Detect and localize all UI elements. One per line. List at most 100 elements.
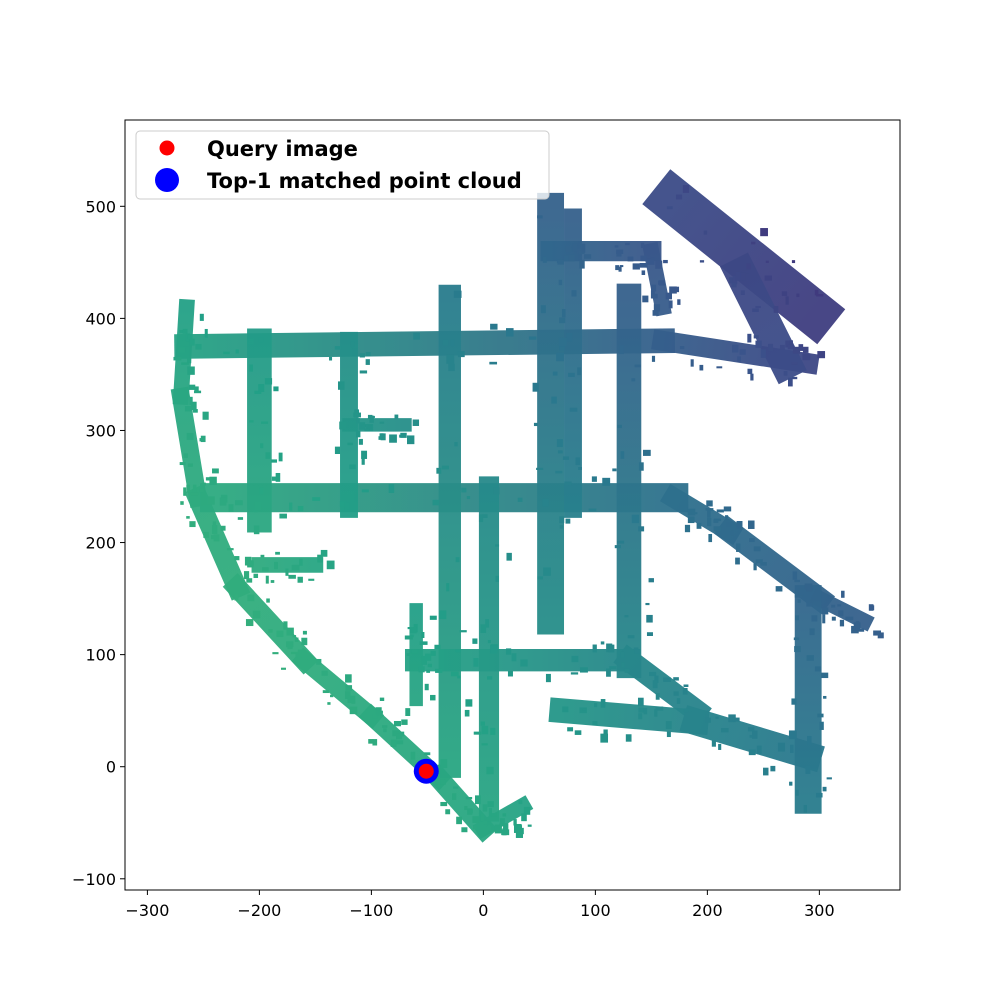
point-cloud-dot — [389, 434, 397, 443]
point-cloud-dot — [638, 462, 644, 471]
point-cloud-dot — [372, 739, 378, 746]
point-cloud-dot — [249, 364, 253, 372]
point-cloud-dot — [558, 337, 567, 347]
point-cloud-dot — [753, 546, 761, 552]
point-cloud-dot — [488, 808, 492, 817]
point-cloud-segment — [613, 644, 712, 727]
point-cloud-dot — [654, 675, 659, 683]
point-cloud-dot — [624, 615, 629, 618]
point-cloud-dot — [372, 714, 378, 719]
point-cloud-dot — [749, 538, 755, 543]
point-cloud-dot — [264, 378, 273, 385]
point-cloud-dot — [625, 242, 630, 246]
point-cloud-dot — [578, 250, 584, 255]
point-cloud-dot — [487, 825, 491, 832]
point-cloud-dot — [543, 567, 551, 576]
point-cloud-dot — [185, 333, 190, 342]
point-cloud-dot — [612, 468, 617, 472]
point-cloud-dot — [822, 614, 826, 624]
point-cloud-dot — [654, 709, 658, 717]
point-cloud-dot — [675, 194, 683, 200]
point-cloud-dot — [567, 254, 575, 262]
point-cloud-dot — [559, 317, 566, 324]
point-cloud-dot — [747, 368, 753, 375]
point-cloud-dot — [270, 459, 277, 463]
point-cloud-dot — [482, 514, 488, 518]
point-cloud-dot — [699, 260, 705, 263]
point-cloud-dot — [199, 438, 205, 442]
point-cloud-dot — [781, 291, 788, 296]
legend-query-marker — [159, 140, 175, 156]
x-axis: −300 −200 −100 0 100 200 300 — [125, 890, 835, 920]
point-cloud-dot — [382, 725, 388, 728]
point-cloud-dot — [455, 649, 461, 653]
point-cloud-dot — [228, 504, 234, 512]
point-cloud-dot — [783, 371, 788, 376]
point-cloud-dot — [265, 575, 269, 584]
point-cloud-dot — [736, 521, 743, 529]
point-cloud-dot — [365, 352, 371, 357]
point-cloud-dot — [440, 759, 448, 768]
point-cloud-dot — [254, 501, 262, 511]
point-cloud-dot — [421, 655, 427, 665]
point-cloud-dot — [545, 673, 551, 683]
point-cloud-dot — [723, 506, 732, 512]
point-cloud-dot — [802, 346, 809, 353]
point-cloud-dot — [299, 558, 303, 566]
point-cloud-dot — [188, 384, 196, 390]
point-cloud-dot — [189, 396, 193, 405]
point-cloud-dot — [182, 328, 188, 334]
point-cloud-dot — [211, 525, 218, 535]
point-cloud-dot — [401, 719, 408, 725]
point-cloud-dot — [521, 813, 527, 822]
point-cloud-dot — [294, 637, 299, 642]
x-tick-label: 100 — [580, 901, 611, 920]
point-cloud-dot — [273, 386, 279, 392]
point-cloud-dot — [785, 296, 789, 305]
axes-frame — [124, 119, 901, 891]
point-cloud-dot — [666, 731, 671, 738]
point-cloud-dot — [728, 714, 736, 723]
point-cloud-dot — [489, 499, 495, 502]
point-cloud-dot — [487, 676, 493, 680]
point-cloud-dot — [407, 435, 415, 445]
point-cloud-dot — [499, 818, 505, 826]
point-cloud-dot — [383, 728, 387, 733]
point-cloud-dot — [248, 340, 253, 343]
point-cloud-dot — [487, 639, 491, 644]
point-cloud-dot — [679, 346, 685, 350]
point-cloud-dot — [673, 677, 679, 681]
point-cloud-dot — [650, 257, 655, 261]
point-cloud-dot — [481, 725, 489, 735]
point-cloud-dot — [798, 589, 807, 595]
point-cloud-dot — [777, 742, 786, 752]
point-cloud-dot — [577, 367, 582, 376]
point-cloud-dot — [706, 517, 712, 527]
point-cloud-dot — [713, 519, 719, 523]
point-cloud-dot — [616, 249, 624, 254]
point-cloud-dot — [339, 421, 346, 430]
point-cloud-dot — [572, 243, 578, 252]
point-cloud-dot — [703, 230, 708, 235]
point-cloud-dot — [594, 703, 598, 708]
point-cloud-dot — [653, 304, 661, 312]
point-cloud-dot — [514, 825, 523, 829]
point-cloud-dot — [478, 514, 484, 523]
point-cloud-dot — [651, 293, 658, 299]
point-cloud-dot — [790, 744, 794, 753]
plot-area — [125, 120, 900, 890]
point-cloud-dot — [637, 697, 644, 707]
point-cloud-dot — [792, 571, 798, 580]
point-cloud-dot — [765, 260, 769, 263]
y-tick-label: 200 — [85, 534, 116, 553]
point-cloud-dot — [819, 721, 824, 730]
point-cloud-dot — [453, 290, 462, 298]
point-cloud-dot — [831, 616, 836, 621]
point-cloud-dot — [811, 615, 818, 622]
point-cloud-dot — [798, 344, 804, 351]
point-cloud-dot — [288, 574, 296, 579]
point-cloud-dot — [490, 323, 498, 330]
point-cloud-dot — [556, 352, 564, 362]
point-cloud-dot — [641, 270, 646, 275]
point-cloud-dot — [793, 637, 800, 641]
